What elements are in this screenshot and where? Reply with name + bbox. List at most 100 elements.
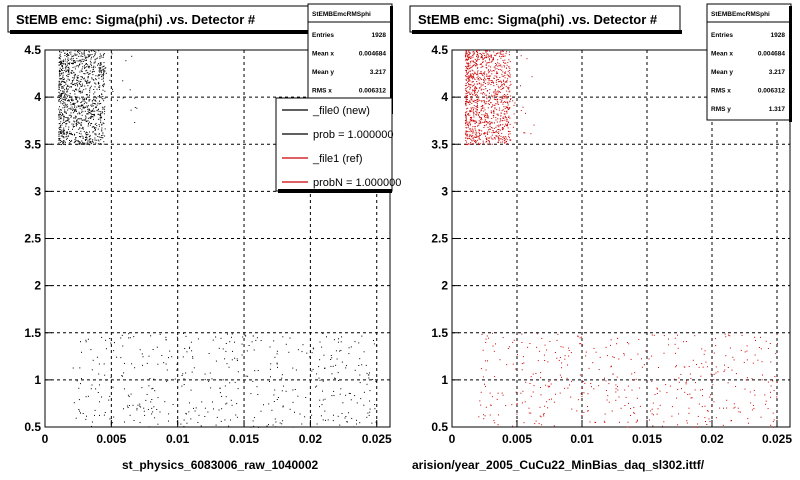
right-scatter-point xyxy=(488,69,489,71)
left-scatter-point xyxy=(369,408,371,410)
right-scatter-point xyxy=(502,97,504,99)
left-scatter-point xyxy=(339,350,341,352)
right-scatter-point xyxy=(486,138,487,140)
left-scatter-point xyxy=(82,66,84,68)
left-scatter-point xyxy=(192,356,194,358)
left-scatter-point xyxy=(185,412,187,414)
right-scatter-point xyxy=(506,96,508,98)
left-scatter-point xyxy=(72,126,74,128)
left-legend: _file0 (new)prob = 1.000000_file1 (ref)p… xyxy=(275,97,401,193)
right-scatter-point xyxy=(496,113,498,115)
left-scatter-point xyxy=(93,71,95,72)
left-scatter-point xyxy=(81,53,83,55)
right-scatter-point xyxy=(470,107,472,109)
left-scatter-point xyxy=(127,407,129,408)
left-scatter-point xyxy=(74,93,76,95)
left-scatter-point xyxy=(104,90,106,92)
right-scatter-point xyxy=(484,103,486,105)
left-scatter-point xyxy=(70,71,72,73)
left-scatter-point xyxy=(363,391,365,393)
left-scatter-point xyxy=(63,102,65,104)
left-scatter-point xyxy=(253,425,255,427)
left-scatter-point xyxy=(65,68,67,70)
right-scatter-point xyxy=(496,68,498,70)
right-scatter-point xyxy=(765,403,766,405)
right-scatter-point xyxy=(483,53,485,55)
right-scatter-point xyxy=(488,62,490,64)
left-scatter-point xyxy=(139,349,141,351)
right-scatter-point xyxy=(715,366,717,368)
left-scatter-point xyxy=(103,83,105,85)
left-scatter-point xyxy=(87,113,89,115)
left-scatter-point xyxy=(215,360,217,362)
right-scatter-point xyxy=(476,101,478,103)
left-scatter-point xyxy=(75,141,76,143)
right-scatter-point xyxy=(540,372,542,374)
left-scatter-point xyxy=(218,409,220,411)
right-scatter-point xyxy=(753,389,755,391)
left-scatter-point xyxy=(348,353,350,355)
left-scatter-point xyxy=(58,83,60,85)
left-scatter-point xyxy=(369,372,370,374)
left-scatter-point xyxy=(63,127,65,129)
left-scatter-point xyxy=(113,416,115,418)
left-scatter-point xyxy=(87,71,89,73)
left-scatter-point xyxy=(60,132,62,134)
left-scatter-point xyxy=(59,138,61,140)
left-scatter-point xyxy=(339,393,341,395)
right-scatter-point xyxy=(468,68,470,70)
left-scatter-point xyxy=(70,133,72,135)
left-scatter-point xyxy=(322,333,324,334)
left-scatter-point xyxy=(83,119,85,121)
left-scatter-point xyxy=(94,110,96,112)
left-scatter-point xyxy=(208,353,210,354)
right-scatter-point xyxy=(465,75,467,77)
right-scatter-point xyxy=(493,350,495,352)
right-scatter-point xyxy=(487,117,489,119)
left-scatter-point xyxy=(66,89,68,91)
left-scatter-point xyxy=(83,73,85,75)
left-scatter-point xyxy=(71,55,73,57)
right-scatter-point xyxy=(471,102,473,104)
left-scatter-point xyxy=(80,117,82,119)
right-scatter-point xyxy=(593,388,595,390)
left-scatter-point xyxy=(93,79,94,81)
left-scatter-point xyxy=(60,112,62,114)
left-scatter-point xyxy=(61,60,63,62)
left-scatter-point xyxy=(60,102,62,104)
right-scatter-point xyxy=(656,393,658,394)
left-scatter-point xyxy=(84,119,86,121)
right-scatter-point xyxy=(469,57,471,59)
left-scatter-point xyxy=(85,118,87,120)
left-y-tick-label: 3.5 xyxy=(24,137,41,151)
left-scatter-point xyxy=(66,94,68,96)
right-scatter-point xyxy=(466,55,468,57)
right-y-tick-label: 1.5 xyxy=(431,326,448,340)
right-scatter-point xyxy=(508,76,510,78)
right-scatter-point xyxy=(504,77,506,79)
left-scatter-point xyxy=(84,139,86,140)
left-scatter-point xyxy=(58,123,60,125)
right-scatter-point xyxy=(488,138,490,140)
right-scatter-point xyxy=(477,56,479,58)
right-y-tick-label: 1 xyxy=(441,373,448,387)
left-scatter-point xyxy=(91,104,93,106)
right-scatter-point xyxy=(485,88,487,90)
left-scatter-point xyxy=(74,90,76,92)
left-scatter-point xyxy=(95,58,97,60)
left-scatter-point xyxy=(247,375,249,377)
left-scatter-point xyxy=(65,123,67,125)
right-scatter-point xyxy=(482,62,483,64)
right-scatter-point xyxy=(694,389,696,391)
left-scatter-point xyxy=(75,122,77,124)
left-scatter-point xyxy=(88,109,90,111)
right-scatter-point xyxy=(686,422,688,424)
right-scatter-point xyxy=(467,114,469,116)
right-scatter-point xyxy=(478,96,480,98)
left-scatter-point xyxy=(274,389,276,391)
right-scatter-point xyxy=(577,336,579,338)
right-scatter-point xyxy=(480,66,482,68)
left-scatter-point xyxy=(82,104,84,106)
right-scatter-point xyxy=(487,115,489,117)
left-scatter-point xyxy=(366,372,368,374)
